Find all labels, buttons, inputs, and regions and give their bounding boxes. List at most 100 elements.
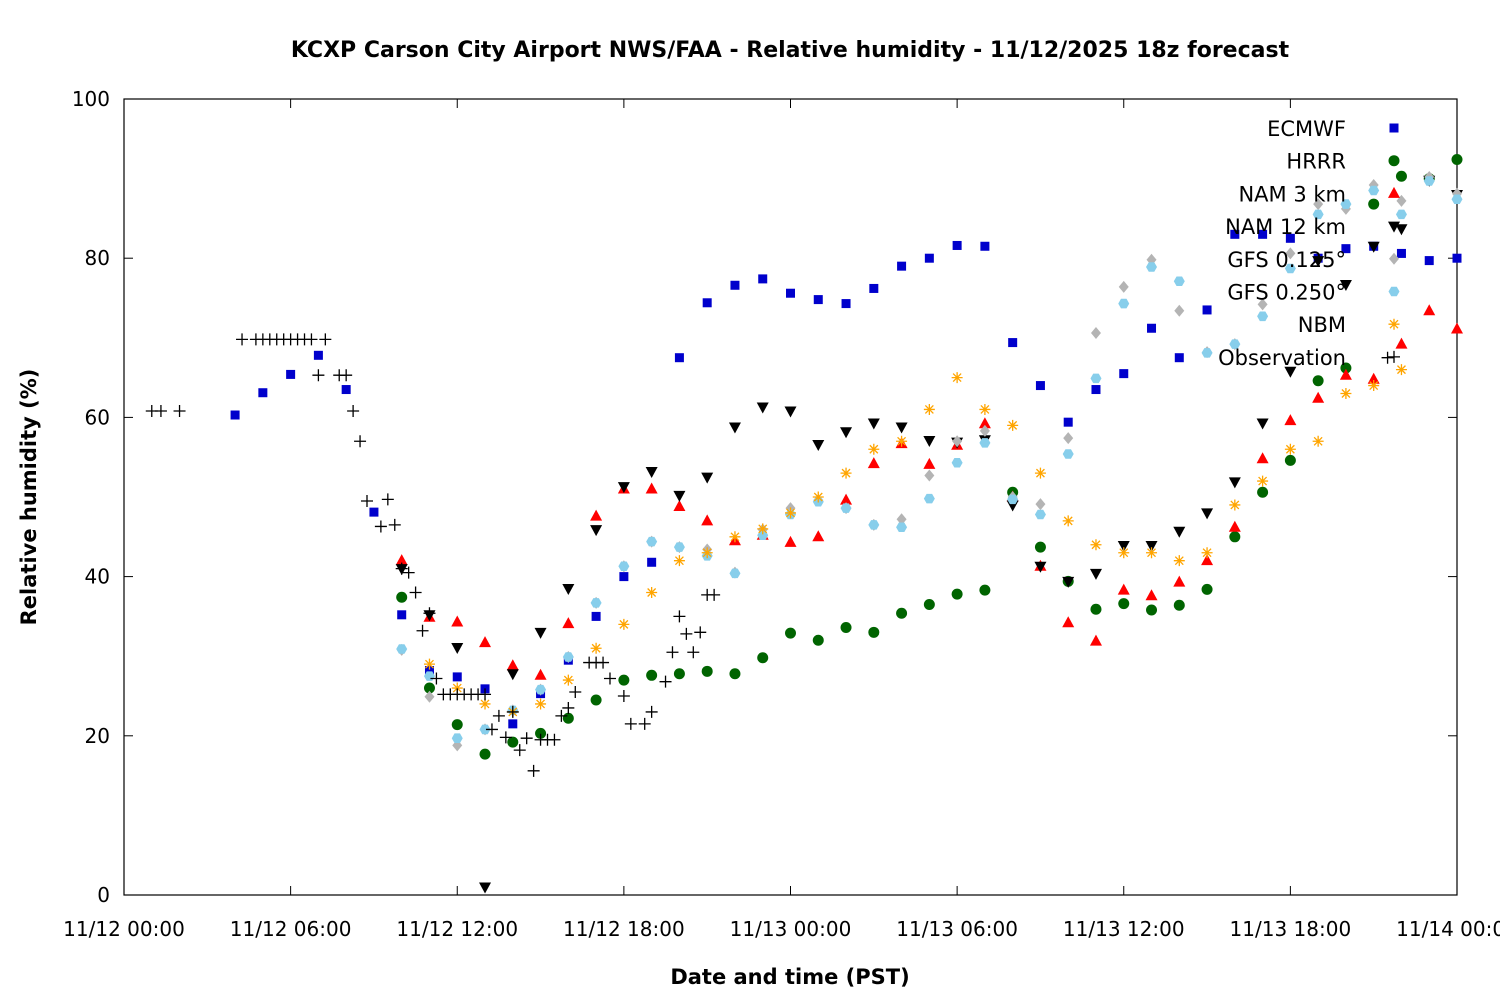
data-point <box>236 333 249 346</box>
data-point <box>1202 305 1212 315</box>
data-point <box>485 723 498 736</box>
data-point <box>1062 576 1075 588</box>
data-point <box>1368 185 1380 196</box>
data-point <box>479 748 491 760</box>
data-point <box>513 744 526 757</box>
data-point <box>840 427 853 439</box>
y-axis-label: Relative humidity (%) <box>17 369 41 626</box>
data-point <box>409 586 422 599</box>
data-point <box>1451 322 1463 334</box>
data-point <box>1313 198 1324 211</box>
data-point <box>1257 486 1269 498</box>
data-point <box>534 627 547 639</box>
series-hrrr <box>396 153 1463 760</box>
data-point <box>729 668 741 680</box>
data-point <box>979 584 991 596</box>
data-point <box>1257 311 1269 322</box>
data-point <box>979 438 991 448</box>
data-point <box>381 493 394 506</box>
data-point <box>1201 554 1214 566</box>
data-point <box>1201 348 1213 358</box>
data-point <box>492 709 505 722</box>
data-point <box>603 672 616 685</box>
data-point <box>923 598 935 610</box>
y-tick-label: 0 <box>97 883 110 907</box>
data-point <box>1341 244 1351 254</box>
y-tick-label: 100 <box>72 87 110 111</box>
data-point <box>508 719 518 729</box>
data-point <box>451 719 463 731</box>
data-point <box>548 733 561 746</box>
data-point <box>1173 599 1185 611</box>
data-point <box>1340 388 1352 400</box>
data-point <box>673 668 685 680</box>
data-point <box>319 333 332 346</box>
data-point <box>784 406 797 418</box>
data-point <box>951 458 963 468</box>
data-point <box>369 507 379 517</box>
axis-ticks: 11/12 00:00 11/12 06:00 11/12 12:00 11/12 1… <box>63 87 1500 941</box>
data-point <box>1284 263 1296 274</box>
data-point <box>562 584 575 596</box>
x-tick-label: 11/13 00:00 <box>730 917 852 941</box>
data-point <box>479 882 492 894</box>
data-point <box>590 525 603 537</box>
legend-marker <box>1388 350 1400 363</box>
data-point <box>1230 229 1240 239</box>
data-point <box>1089 568 1102 580</box>
data-point <box>1367 241 1380 253</box>
legend-marker <box>1388 318 1400 330</box>
x-tick-label: 11/12 18:00 <box>563 917 685 941</box>
data-point <box>680 627 693 640</box>
data-point <box>952 240 962 250</box>
series-ecmwf <box>230 229 1462 729</box>
data-point <box>1201 583 1213 595</box>
data-point <box>1174 304 1185 317</box>
data-point <box>812 439 825 451</box>
data-point <box>451 615 464 627</box>
data-point <box>479 724 491 735</box>
x-tick-label: 11/12 12:00 <box>396 917 518 941</box>
data-point <box>869 283 879 293</box>
y-tick-label: 20 <box>85 724 110 748</box>
data-point <box>506 705 519 718</box>
data-point <box>1007 419 1019 431</box>
data-point <box>1117 583 1130 595</box>
data-point <box>597 656 610 669</box>
data-point <box>1424 256 1434 266</box>
data-point <box>423 682 435 694</box>
x-tick-label: 11/12 00:00 <box>63 917 185 941</box>
data-point <box>1229 531 1241 543</box>
data-point <box>673 610 686 623</box>
legend-label: GFS 0.250° <box>1227 281 1346 305</box>
data-point <box>840 493 853 505</box>
data-point <box>896 513 907 526</box>
data-point <box>645 482 658 494</box>
data-point <box>1090 603 1102 615</box>
data-point <box>923 457 936 469</box>
x-tick-label: 11/13 18:00 <box>1230 917 1352 941</box>
data-point <box>354 435 367 448</box>
data-point <box>980 241 990 251</box>
data-point <box>645 705 658 718</box>
data-point <box>730 280 740 290</box>
data-point <box>1062 449 1074 459</box>
data-point <box>757 523 769 535</box>
data-point <box>374 520 387 533</box>
data-point <box>1423 304 1436 316</box>
data-point <box>479 698 491 710</box>
legend: ECMWF HRRR NAM 3 km NAM 12 km GFS 0.125° GFS … <box>1218 117 1400 370</box>
data-point <box>812 491 824 503</box>
data-point <box>729 568 741 579</box>
data-point <box>535 698 547 710</box>
data-point <box>701 547 713 559</box>
data-point <box>562 617 575 629</box>
data-point <box>424 690 435 703</box>
data-point <box>1367 372 1380 384</box>
data-point <box>1228 520 1241 532</box>
x-tick-label: 11/12 06:00 <box>230 917 352 941</box>
data-point <box>646 669 658 681</box>
data-point <box>1257 475 1269 487</box>
data-point <box>305 333 318 346</box>
